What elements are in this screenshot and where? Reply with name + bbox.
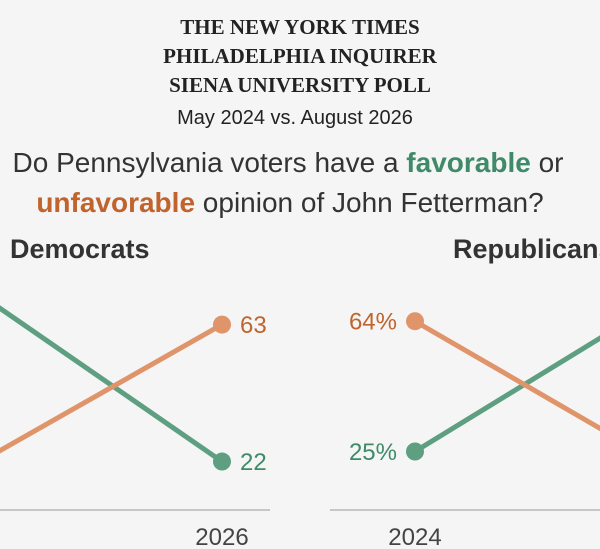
series-line [413,319,600,432]
point [213,315,231,334]
header-line: PHILADELPHIA INQUIRER [163,44,437,68]
question-line: unfavorable opinion of John Fetterman? [36,187,543,218]
header-line: SIENA UNIVERSITY POLL [169,73,431,97]
question-text: Do Pennsylvania voters have a [13,147,407,178]
question-line: Do Pennsylvania voters have a favorable … [13,147,564,178]
question-favorable: favorable [406,147,531,178]
value-label: 64% [349,309,397,336]
x-tick-label: 2026 [195,524,248,549]
point [213,452,231,471]
series-line [0,305,224,464]
value-label: 63 [240,312,267,339]
question-unfavorable: unfavorable [36,187,195,218]
series-line [0,322,224,454]
point [406,442,424,461]
point [406,312,424,331]
header-line: THE NEW YORK TIMES [180,15,419,39]
subtitle: May 2024 vs. August 2026 [177,107,413,129]
x-tick-label: 2024 [388,524,441,549]
panel-title: Republicans [453,234,600,264]
panel-title: Democrats [10,234,150,264]
question-text: or [531,147,564,178]
value-label: 22 [240,449,267,476]
series-line [413,335,600,454]
value-label: 25% [349,439,397,466]
question-text: opinion of John Fetterman? [195,187,544,218]
